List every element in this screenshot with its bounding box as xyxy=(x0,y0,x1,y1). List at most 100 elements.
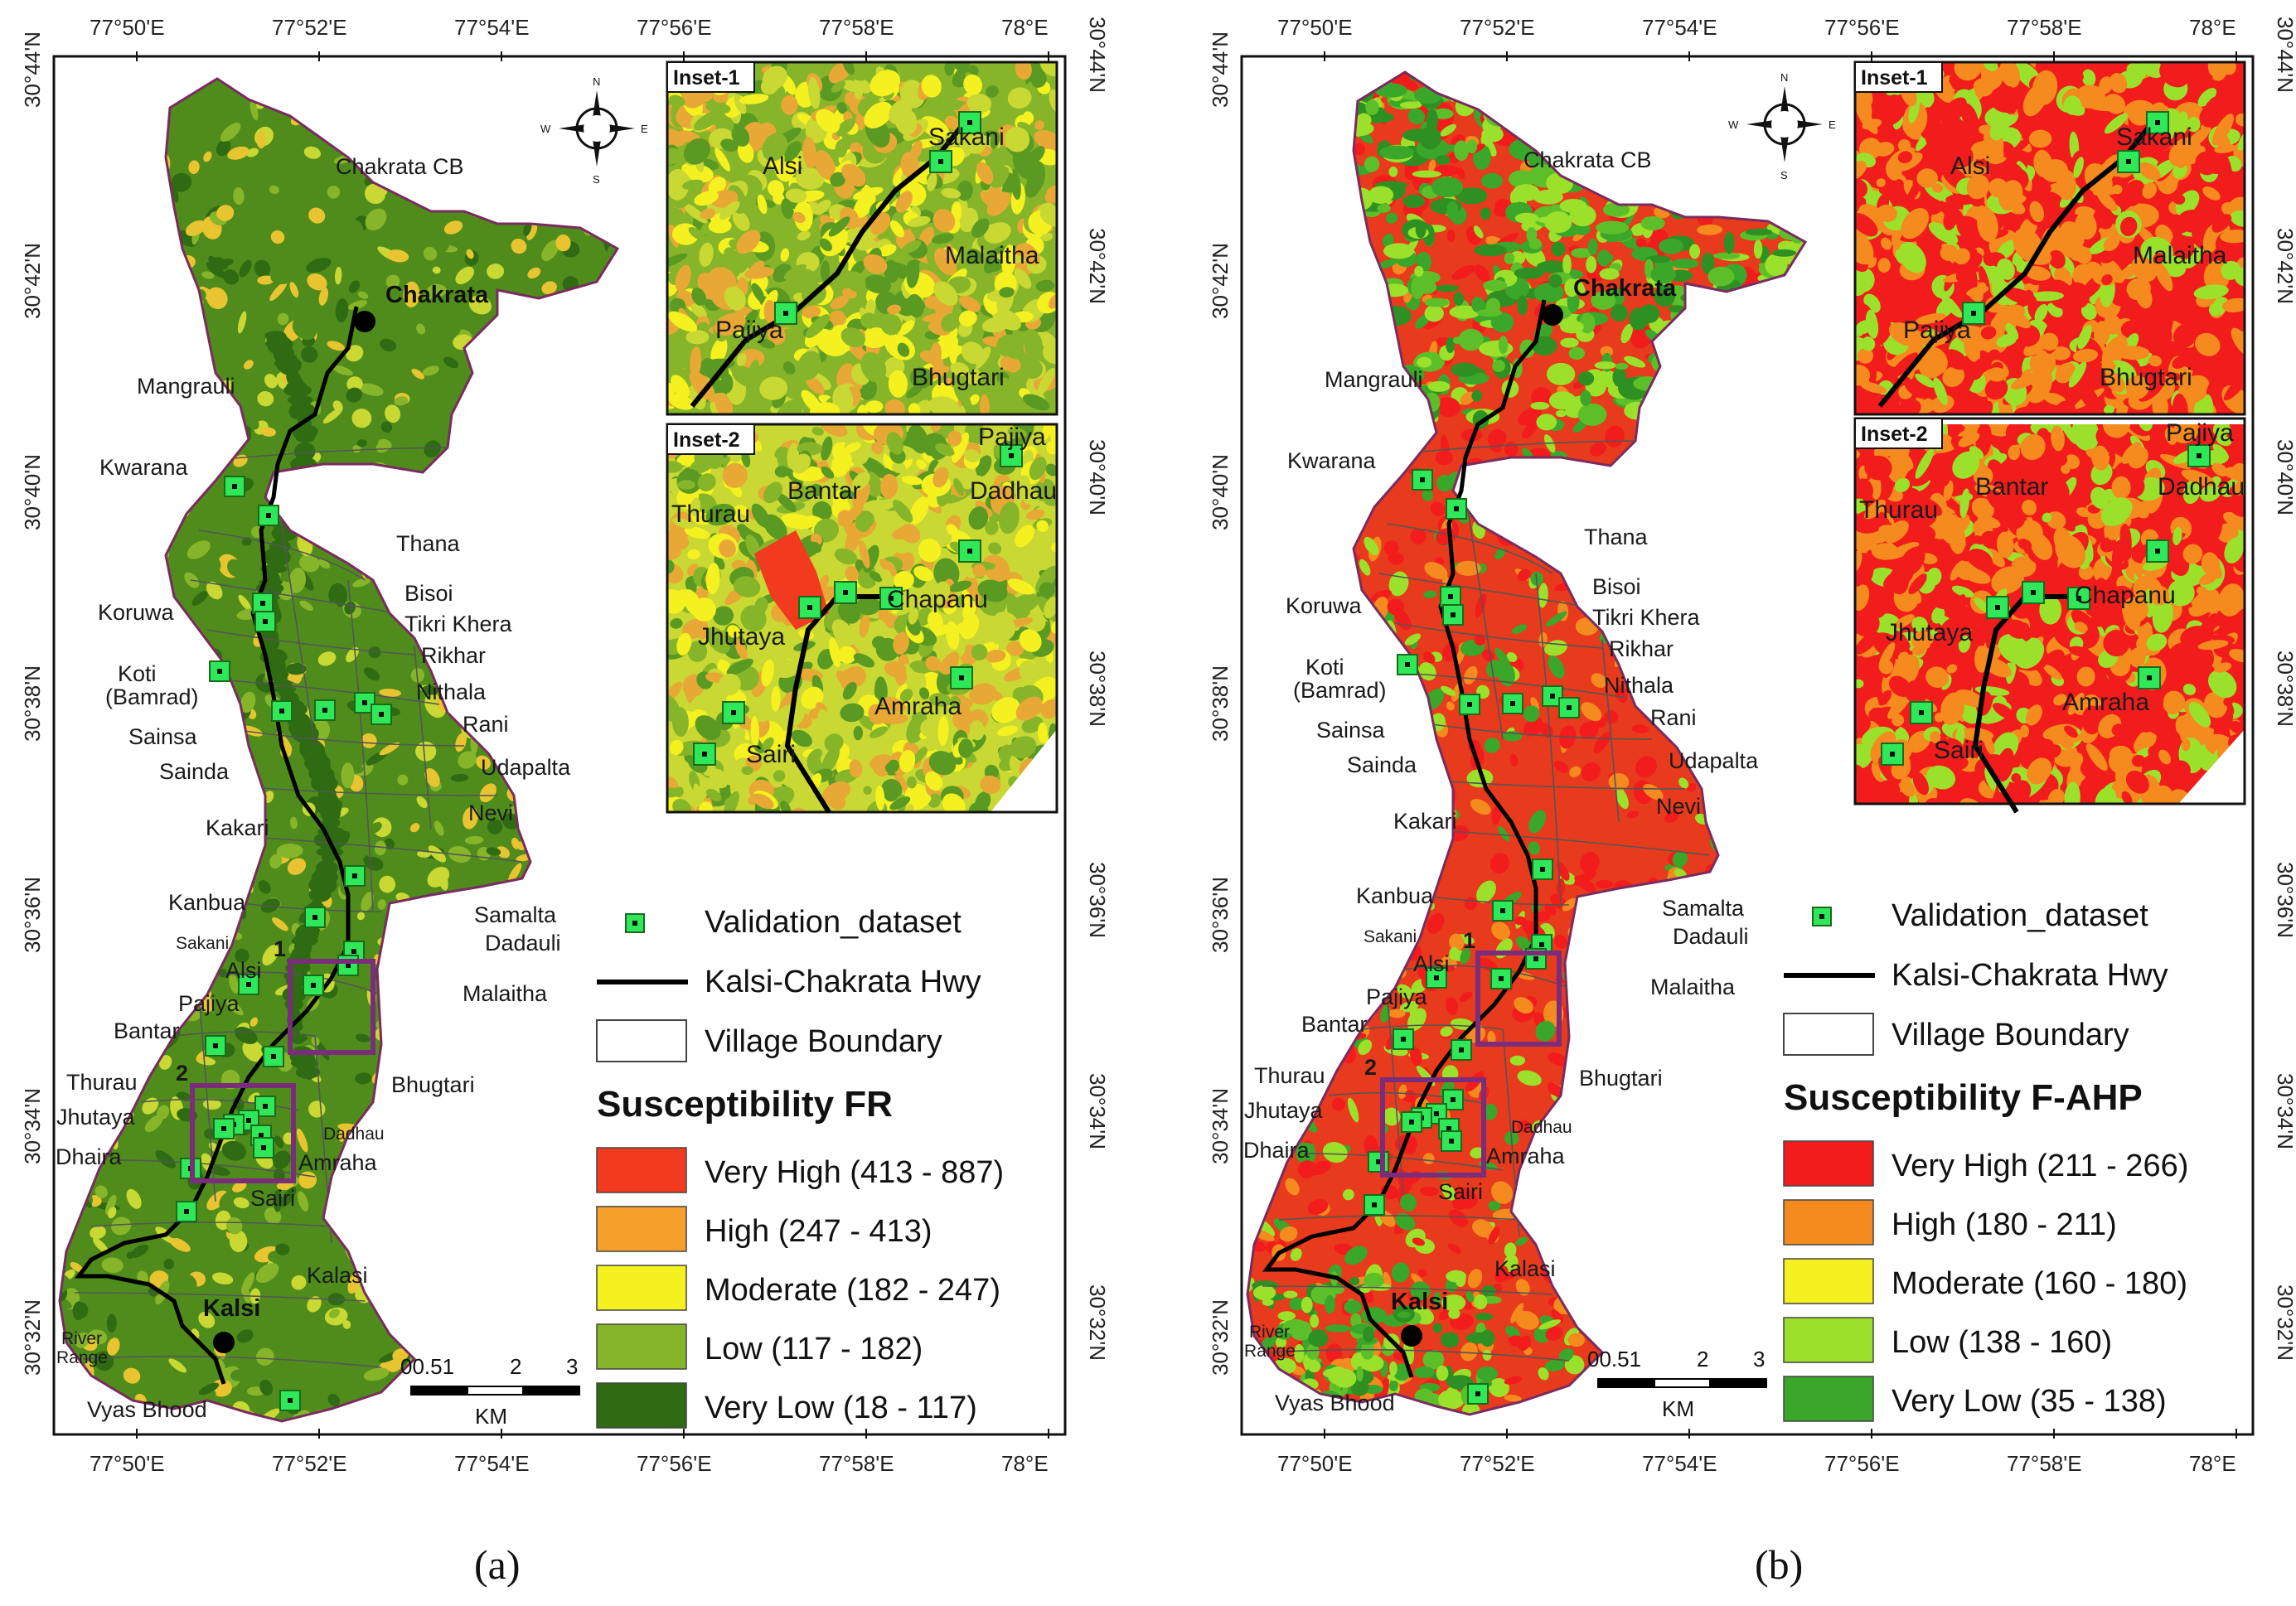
inset-1-label: Malaitha xyxy=(2133,242,2227,269)
inset-1-title-a: Inset-1 xyxy=(673,66,740,89)
legend-class-swatch xyxy=(596,1382,687,1429)
validation-point xyxy=(1532,859,1553,880)
inset-2-label: Sairi xyxy=(1934,737,1984,764)
compass-n: N xyxy=(1780,71,1788,84)
village-label-amraha: Amraha xyxy=(1486,1144,1566,1168)
inset-box-2-a xyxy=(190,1083,296,1183)
left-tick-label: 30°38'N xyxy=(20,665,45,742)
village-label-rani: Rani xyxy=(463,712,509,737)
inset-1-label: Alsi xyxy=(1950,152,1990,180)
village-label-thana: Thana xyxy=(1584,525,1649,549)
village-label-range: Range xyxy=(1244,1342,1296,1361)
village-label-tikri-khera: Tikri Khera xyxy=(404,612,513,636)
compass-w: W xyxy=(540,123,551,135)
legend-class-label: Moderate (160 - 180) xyxy=(1892,1266,2187,1301)
village-boundaries-a xyxy=(74,447,523,1368)
legend-class-label: High (180 - 211) xyxy=(1892,1207,2117,1242)
village-label-vyas-bhood: Vyas Bhood xyxy=(1275,1391,1395,1415)
left-tick-label: 30°44'N xyxy=(1208,31,1233,108)
top-tick-label: 77°52'E xyxy=(1460,15,1535,40)
inset-2-label: Pajiya xyxy=(2166,419,2234,447)
top-tick-label: 77°50'E xyxy=(1277,15,1353,40)
top-tick-label: 77°58'E xyxy=(2007,15,2082,40)
town-label-kalsi: Kalsi xyxy=(1391,1289,1448,1315)
right-tick-label: 30°34'N xyxy=(2273,1073,2296,1149)
village-label-alsi: Alsi xyxy=(1413,951,1450,976)
town-label-chakrata: Chakrata xyxy=(385,282,489,308)
village-label-vyas-bhood: Vyas Bhood xyxy=(87,1397,207,1422)
legend-class-label: Very High (211 - 266) xyxy=(1892,1149,2188,1183)
inset-2-label: Pajiya xyxy=(978,423,1046,451)
inset-1-label: Pajiya xyxy=(1903,317,1971,344)
village-label-bantar: Bantar xyxy=(114,1018,180,1043)
inset-box-1-b xyxy=(1475,951,1562,1047)
right-tick-label: 30°42'N xyxy=(1085,228,1110,304)
village-label-malaitha: Malaitha xyxy=(463,981,548,1006)
left-tick-label: 30°32'N xyxy=(20,1299,45,1376)
inset-1-label: Pajiya xyxy=(715,317,783,344)
village-label-koti: Koti xyxy=(118,661,157,686)
validation-point xyxy=(209,660,230,682)
scale-unit: KM xyxy=(475,1404,507,1429)
left-tick-label: 30°44'N xyxy=(20,31,45,108)
bottom-tick-label: 77°58'E xyxy=(2007,1451,2082,1476)
inset-point xyxy=(1986,596,2009,619)
bottom-tick-label: 77°50'E xyxy=(1277,1451,1353,1476)
right-tick-label: 30°32'N xyxy=(2273,1284,2296,1361)
village-label-dhaira: Dhaira xyxy=(1243,1138,1310,1163)
legend-validation-label: Validation_dataset xyxy=(705,905,962,940)
village-label-sairi: Sairi xyxy=(1438,1179,1483,1204)
village-label-kalasi: Kalasi xyxy=(307,1263,368,1288)
top-tick-label: 77°54'E xyxy=(454,15,530,40)
legend-highway-label: Kalsi-Chakrata Hwy xyxy=(1892,958,2168,993)
legend-class-label: Moderate (182 - 247) xyxy=(705,1273,1000,1308)
village-label-dadhau: Dadhau xyxy=(323,1125,385,1144)
box-label-1-b: 1 xyxy=(1463,928,1475,953)
legend-class-swatch xyxy=(1783,1199,1874,1246)
validation-point xyxy=(344,865,366,887)
village-label-nevi: Nevi xyxy=(468,801,513,825)
compass-e: E xyxy=(1829,119,1836,131)
legend-class-label: Low (117 - 182) xyxy=(705,1332,923,1367)
village-label-rikhar: Rikhar xyxy=(1609,636,1674,661)
village-label-mangrauli: Mangrauli xyxy=(137,374,235,399)
bottom-tick-label: 77°52'E xyxy=(1460,1451,1535,1476)
inset-1-label: Bhugtari xyxy=(912,364,1005,391)
compass-n: N xyxy=(593,75,600,88)
inset-1-label: Sakani xyxy=(2116,123,2192,151)
legend-class-swatch xyxy=(1783,1258,1874,1304)
village-label-bamrad: (Bamrad) xyxy=(1293,678,1387,703)
village-label-dadhau: Dadhau xyxy=(1511,1118,1572,1137)
village-label-thurau: Thurau xyxy=(1254,1063,1325,1088)
compass-s: S xyxy=(1780,169,1788,181)
village-label-chakrata-cb: Chakrata CB xyxy=(1523,148,1652,172)
left-tick-label: 30°32'N xyxy=(1208,1299,1233,1376)
highway-line-b xyxy=(1262,299,1547,1378)
top-tick-label: 77°58'E xyxy=(819,15,894,40)
village-label-nevi: Nevi xyxy=(1656,794,1701,819)
inset-2-label: Dadhau xyxy=(970,477,1057,505)
village-label-bhugtari: Bhugtari xyxy=(1579,1066,1663,1091)
village-label-pajiya: Pajiya xyxy=(1366,984,1428,1009)
right-tick-label: 30°36'N xyxy=(2273,862,2296,938)
right-tick-label: 30°44'N xyxy=(1085,17,1110,93)
highway-line-a xyxy=(75,306,359,1385)
village-label-kwarana: Kwarana xyxy=(99,455,189,480)
top-tick-label: 78°E xyxy=(1001,15,1049,40)
legend-title: Susceptibility F-AHP xyxy=(1784,1077,2143,1118)
right-tick-label: 30°42'N xyxy=(2273,228,2296,304)
right-tick-label: 30°40'N xyxy=(2273,439,2296,515)
validation-point xyxy=(1490,968,1512,989)
village-label-nithala: Nithala xyxy=(1604,673,1674,698)
village-label-koruwa: Koruwa xyxy=(1286,593,1363,618)
village-label-sainsa: Sainsa xyxy=(128,724,198,749)
inset-2-label: Dadhau xyxy=(2158,473,2245,501)
village-label-sairi: Sairi xyxy=(250,1186,295,1211)
town-marker xyxy=(354,311,375,332)
inset-2-title-b: Inset-2 xyxy=(1861,423,1928,446)
left-tick-label: 30°34'N xyxy=(1208,1088,1233,1164)
village-label-kakari: Kakari xyxy=(206,815,269,840)
bottom-tick-label: 77°58'E xyxy=(819,1451,894,1476)
town-label-chakrata: Chakrata xyxy=(1573,275,1677,302)
inset-2-title-a: Inset-2 xyxy=(673,428,740,452)
